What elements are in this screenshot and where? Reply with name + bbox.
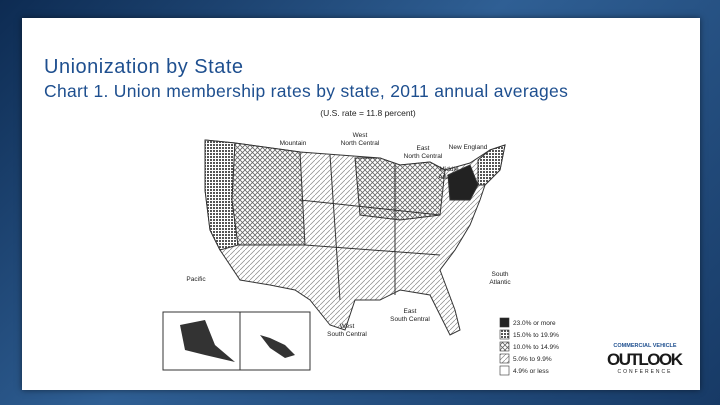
midwest-states <box>354 157 446 221</box>
new-england <box>477 144 506 186</box>
region-label: East <box>403 308 416 315</box>
alaska <box>180 320 235 362</box>
state-border <box>304 244 441 256</box>
logo-line3: CONFERENCE <box>617 369 672 375</box>
legend-label: 5.0% to 9.9% <box>513 356 552 363</box>
state-border <box>299 199 441 216</box>
slide-subtitle: Chart 1. Union membership rates by state… <box>44 81 569 101</box>
region-label: North Central <box>341 140 380 147</box>
region-label: New England <box>449 144 488 151</box>
state-border <box>329 154 341 301</box>
logo-line1: COMMERCIAL VEHICLE <box>613 343 676 349</box>
new-york <box>447 164 479 201</box>
region-label: Mountain <box>280 140 307 147</box>
legend-swatch <box>499 317 510 328</box>
region-label: Atlantic <box>438 174 460 181</box>
legend-label: 4.9% or less <box>513 368 550 375</box>
legend-label: 15.0% to 19.9% <box>513 332 559 339</box>
hawaii <box>260 335 295 358</box>
legend-swatch <box>499 329 510 340</box>
legend-swatch <box>499 353 510 364</box>
legend-label: 10.0% to 14.9% <box>513 344 559 351</box>
region-label: Atlantic <box>489 279 511 286</box>
region-label: West <box>340 323 355 330</box>
logo-box <box>603 340 687 376</box>
region-label: South Central <box>327 331 367 338</box>
legend-label: 23.0% or more <box>513 320 556 327</box>
logo-line2: OUTLOOK <box>607 350 684 369</box>
legend-swatch <box>499 365 510 376</box>
region-label: West <box>353 132 368 139</box>
legend-swatch <box>499 341 510 352</box>
region-label: Middle <box>439 166 459 173</box>
map-caption: (U.S. rate = 11.8 percent) <box>320 108 416 118</box>
region-label: South Central <box>390 316 430 323</box>
region-label: North Central <box>404 153 443 160</box>
region-label: East <box>416 145 429 152</box>
mountain-states <box>231 142 306 246</box>
slide-title: Unionization by State <box>44 56 244 78</box>
region-label: Pacific <box>186 276 206 283</box>
region-label: South <box>492 271 509 278</box>
